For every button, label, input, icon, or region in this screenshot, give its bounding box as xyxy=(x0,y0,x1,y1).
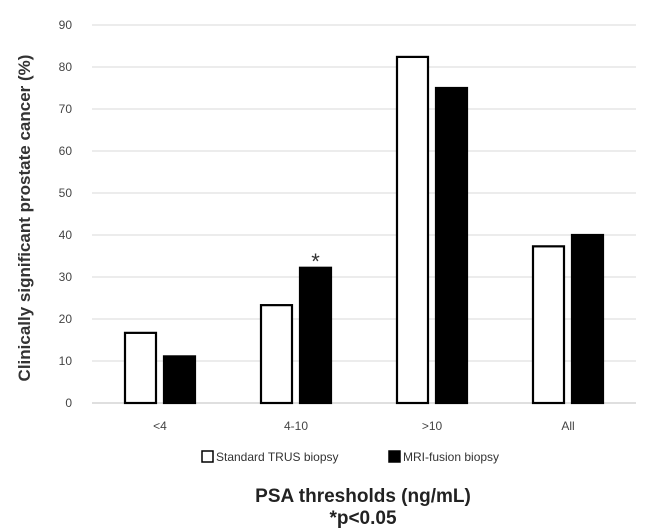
bar-standard-trus-0 xyxy=(123,331,158,405)
y-tick-80: 80 xyxy=(59,60,73,74)
y-tick-60: 60 xyxy=(59,144,73,158)
y-tick-90: 90 xyxy=(59,18,73,32)
legend-swatch-mri-fusion xyxy=(388,450,401,463)
bar-mri-fusion-0 xyxy=(162,355,197,405)
legend-label-standard-trus: Standard TRUS biopsy xyxy=(216,450,339,464)
annotations: * xyxy=(311,249,320,274)
x-tick-1: 4-10 xyxy=(284,419,308,433)
bar-mri-fusion-2 xyxy=(434,86,469,405)
bar-standard-trus-3 xyxy=(531,245,566,405)
bar-standard-trus-2 xyxy=(395,55,430,405)
bar-mri-fusion-3 xyxy=(570,233,605,405)
x-tick-labels: <4 4-10 >10 All xyxy=(153,419,575,433)
y-tick-10: 10 xyxy=(59,354,73,368)
x-tick-3: All xyxy=(561,419,574,433)
legend: Standard TRUS biopsy MRI-fusion biopsy xyxy=(201,450,499,464)
legend-swatch-standard-trus xyxy=(201,450,214,463)
y-tick-30: 30 xyxy=(59,270,73,284)
y-tick-labels: 0 10 20 30 40 50 60 70 80 90 xyxy=(59,18,73,410)
significance-marker-0: * xyxy=(311,249,320,274)
bar-mri-fusion-1 xyxy=(298,266,333,405)
y-tick-0: 0 xyxy=(65,396,72,410)
y-tick-40: 40 xyxy=(59,228,73,242)
bars xyxy=(123,55,605,405)
y-tick-50: 50 xyxy=(59,186,73,200)
y-tick-20: 20 xyxy=(59,312,73,326)
x-tick-0: <4 xyxy=(153,419,167,433)
legend-label-mri-fusion: MRI-fusion biopsy xyxy=(403,450,499,464)
y-tick-70: 70 xyxy=(59,102,73,116)
footnote: *p<0.05 xyxy=(329,508,397,529)
x-axis-label: PSA thresholds (ng/mL) xyxy=(255,486,471,507)
y-axis-label: Clinically significant prostate cancer (… xyxy=(15,55,34,382)
bar-standard-trus-1 xyxy=(259,304,294,405)
x-tick-2: >10 xyxy=(422,419,443,433)
